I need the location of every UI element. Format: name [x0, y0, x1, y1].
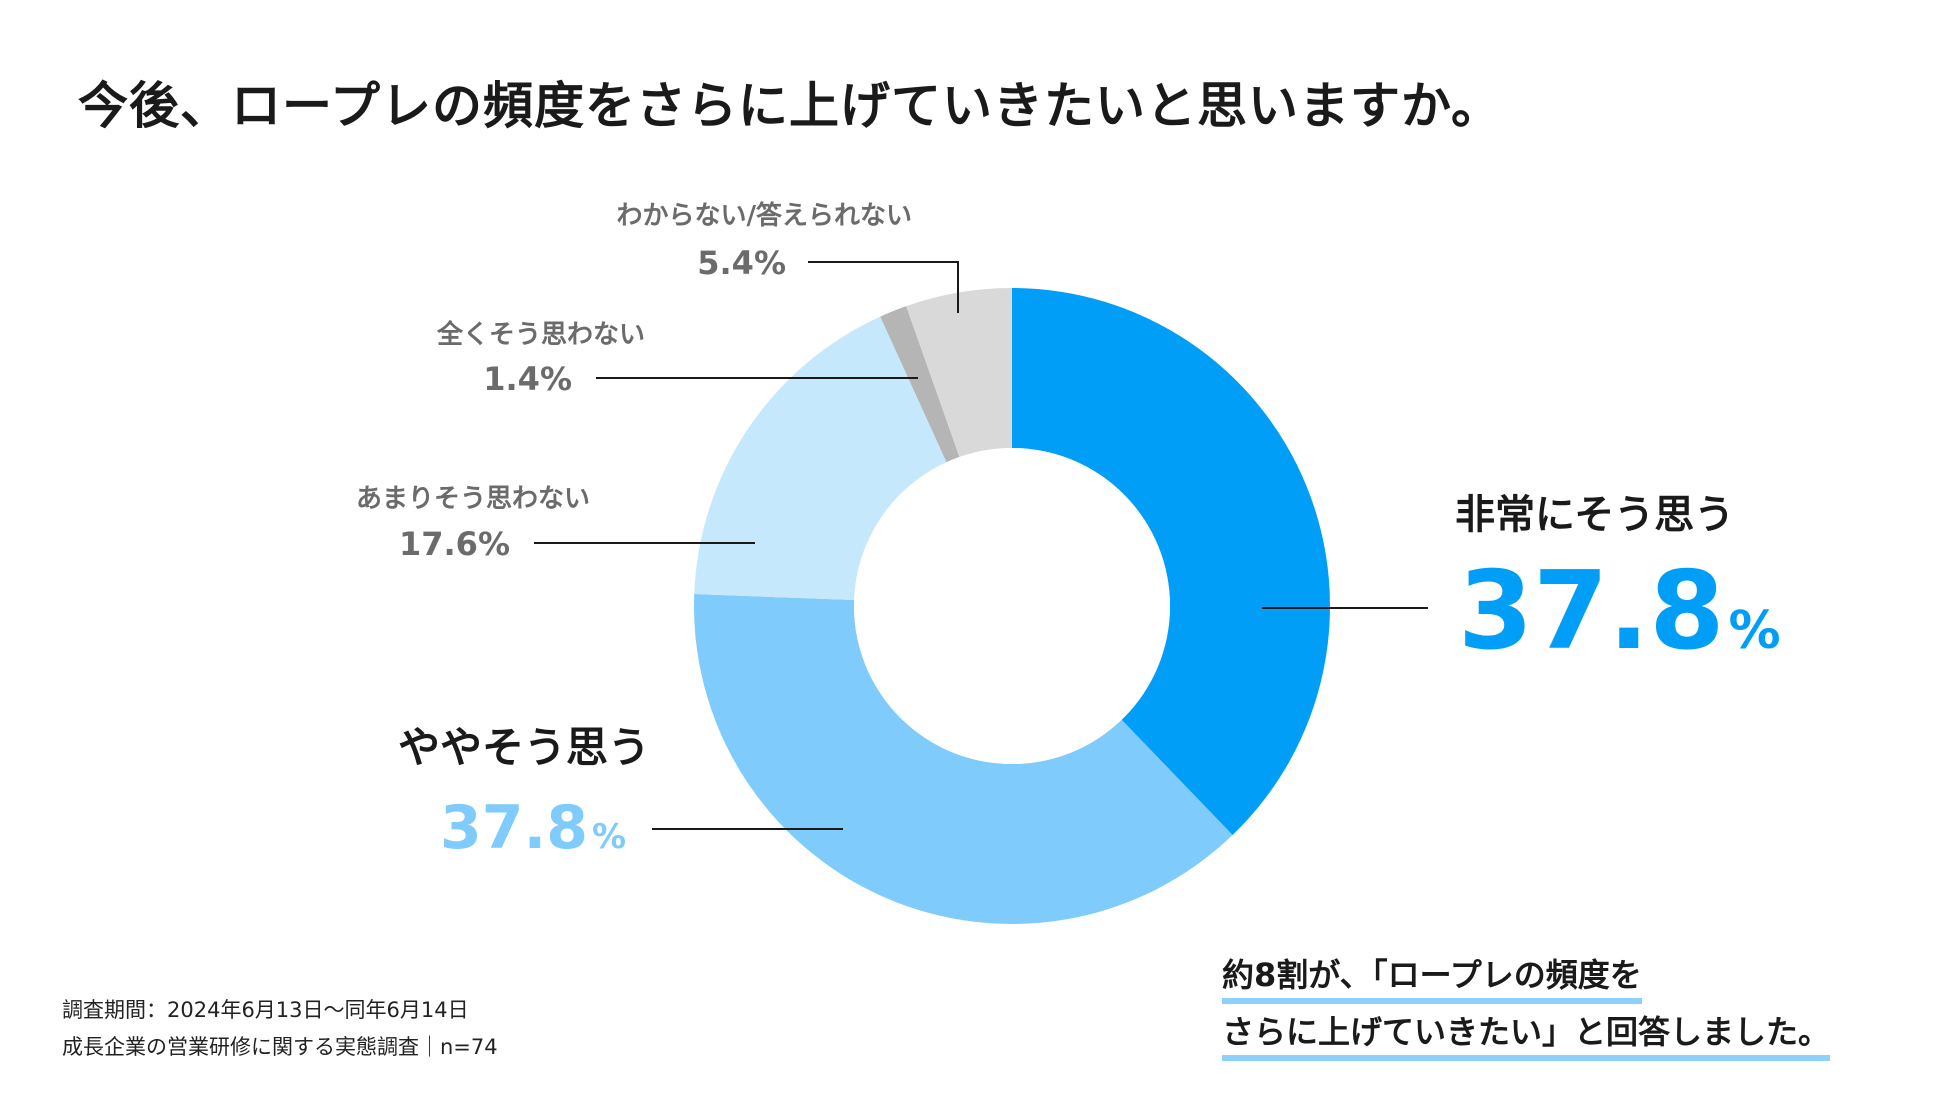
slice-value: 17.6%: [399, 525, 510, 563]
slice-label: 非常にそう思う: [1455, 492, 1734, 538]
leader-line: [808, 261, 959, 313]
slice-value: 1.4%: [483, 360, 572, 398]
donut-slice: [694, 316, 947, 601]
donut-slice: [906, 288, 1012, 458]
slice-label: あまりそう思わない: [356, 484, 590, 514]
donut-slices: [694, 288, 1330, 924]
slice-label: わからない/答えられない: [617, 200, 913, 231]
donut-slice: [1012, 288, 1330, 836]
survey-name: 成長企業の営業研修に関する実態調査｜n=74: [62, 1035, 498, 1059]
slice-value: 5.4%: [697, 244, 786, 282]
donut-slice: [694, 594, 1233, 924]
survey-period: 調査期間：2024年6月13日〜同年6月14日: [62, 998, 469, 1022]
slice-value: 37.8%: [1458, 549, 1781, 674]
slice-label: ややそう思う: [398, 723, 650, 772]
slice-label: 全くそう思わない: [436, 319, 645, 350]
leader-lines: [534, 261, 1428, 830]
slice-labels: 非常にそう思う 37.8% ややそう思う 37.8 % あまりそう思わない 17.6% 全くそ…: [356, 200, 1781, 863]
donut-slice: [880, 306, 960, 463]
donut-hole: [854, 448, 1170, 764]
chart-title: 今後、ロープレの頻度をさらに上げていきたいと思いますか。: [78, 77, 1502, 135]
callout-line-2: さらに上げていきたい」と回答しました。: [1222, 1007, 1831, 1061]
slice-value: 37.8%: [440, 793, 626, 863]
callout-line-1: 約8割が、「ロープレの頻度を: [1222, 950, 1642, 1004]
